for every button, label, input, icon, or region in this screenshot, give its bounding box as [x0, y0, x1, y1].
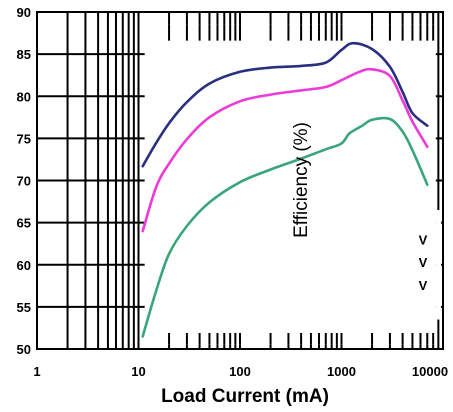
- x-tick-label: 100: [229, 364, 251, 379]
- y-tick-label: 55: [17, 300, 31, 315]
- x-tick-label: 10000: [412, 364, 448, 379]
- y-axis-label: Efficiency (%): [291, 122, 312, 238]
- grid: [36, 11, 444, 350]
- plot-panel: [153, 24, 436, 345]
- legend-label: V: [419, 255, 428, 270]
- y-tick-label: 50: [17, 342, 31, 357]
- legend: VVV: [419, 209, 441, 320]
- y-tick-label: 90: [17, 5, 31, 20]
- x-axis-label: Load Current (mA): [161, 386, 329, 407]
- y-tick-label: 75: [17, 131, 31, 146]
- y-tick-label: 60: [17, 258, 31, 273]
- y-tick-labels: 50 55 60 65 70 75 80 85 90: [17, 5, 31, 357]
- x-tick-label: 1000: [327, 364, 356, 379]
- x-tick-labels: 1 10 100 1000 10000: [33, 364, 448, 379]
- legend-label: V: [419, 232, 428, 247]
- y-tick-label: 80: [17, 89, 31, 104]
- legend-label: V: [419, 278, 428, 293]
- series-line-1: [141, 41, 429, 168]
- series-line-3: [141, 116, 429, 338]
- y-tick-label: 65: [17, 216, 31, 231]
- plot-panel-edge: [144, 37, 157, 345]
- series-lines: [141, 41, 429, 338]
- y-tick-label: 70: [17, 174, 31, 189]
- y-tick-label: 85: [17, 47, 31, 62]
- x-tick-label: 1: [33, 364, 40, 379]
- legend-box: [435, 209, 441, 320]
- series-line-2: [141, 67, 429, 233]
- x-tick-label: 10: [131, 364, 145, 379]
